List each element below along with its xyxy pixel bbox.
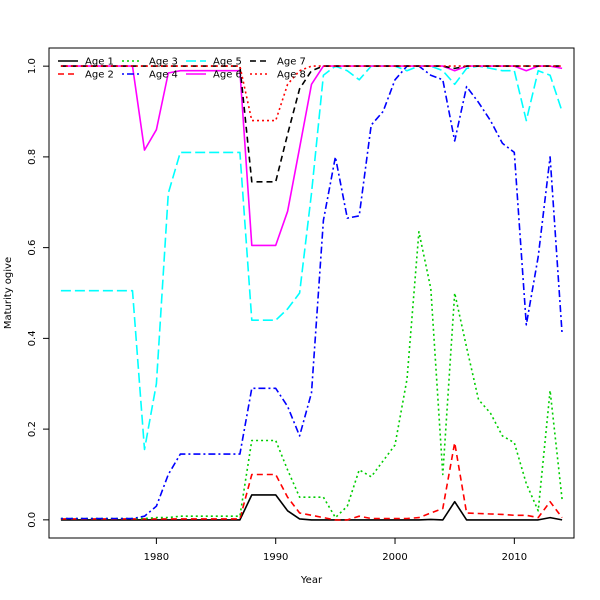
y-tick-label: 0.0 — [27, 512, 38, 528]
x-tick-label: 2010 — [502, 552, 527, 563]
x-tick-label: 1980 — [144, 552, 169, 563]
series-line-age-7 — [60, 65, 563, 183]
series-line-age-6 — [60, 65, 563, 247]
legend-label-age-5: Age 5 — [213, 57, 242, 68]
x-tick-label: 1990 — [263, 552, 288, 563]
x-tick-label: 2000 — [382, 552, 407, 563]
legend-label-age-1: Age 1 — [85, 57, 114, 68]
series-line-age-2 — [60, 441, 563, 521]
x-axis: 1980 1990 2000 2010 — [144, 538, 527, 563]
y-axis-title: Maturity ogive — [3, 257, 14, 329]
y-tick-label: 0.4 — [27, 330, 38, 346]
legend-label-age-8: Age 8 — [277, 70, 306, 81]
series-line-age-1 — [60, 494, 563, 521]
series-line-age-4 — [60, 65, 563, 520]
y-tick-label: 1.0 — [27, 58, 38, 74]
legend-label-age-7: Age 7 — [277, 57, 306, 68]
x-axis-title: Year — [300, 575, 323, 586]
series-line-age-3 — [60, 231, 563, 520]
y-tick-label: 0.6 — [27, 240, 38, 256]
legend-label-age-3: Age 3 — [149, 57, 178, 68]
legend-label-age-2: Age 2 — [85, 70, 114, 81]
y-tick-label: 0.8 — [27, 149, 38, 165]
series-layer — [60, 65, 563, 521]
legend: Age 1 Age 2 Age 3 Age 4 Age 5 Age 6 Age 7 Age 8 — [58, 57, 306, 81]
legend-label-age-4: Age 4 — [149, 70, 178, 81]
plot-frame — [48, 47, 575, 539]
y-tick-label: 0.2 — [27, 421, 38, 437]
y-axis: 0.0 0.2 0.4 0.6 0.8 1.0 — [27, 58, 49, 528]
legend-label-age-6: Age 6 — [213, 70, 242, 81]
